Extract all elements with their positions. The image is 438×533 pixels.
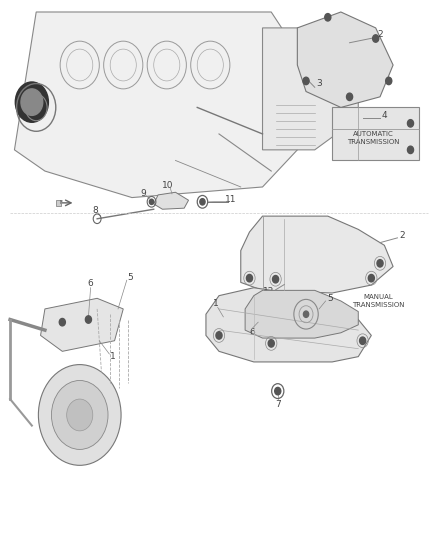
Polygon shape (14, 12, 306, 198)
Text: 10: 10 (162, 181, 173, 190)
Polygon shape (206, 288, 371, 362)
Circle shape (377, 260, 383, 267)
Circle shape (373, 35, 379, 42)
Text: F: F (60, 200, 63, 205)
Text: 1: 1 (213, 299, 219, 308)
Polygon shape (241, 216, 393, 293)
Circle shape (21, 89, 43, 115)
Text: 11: 11 (226, 195, 237, 204)
Circle shape (51, 381, 108, 449)
Circle shape (200, 199, 205, 205)
Text: 6: 6 (249, 328, 255, 337)
Circle shape (149, 199, 154, 205)
Circle shape (272, 276, 279, 283)
Circle shape (303, 77, 309, 85)
FancyBboxPatch shape (56, 200, 61, 206)
Text: 12: 12 (263, 287, 275, 296)
Circle shape (39, 365, 121, 465)
Circle shape (275, 387, 281, 395)
Polygon shape (41, 298, 123, 351)
Text: 5: 5 (127, 272, 133, 281)
Circle shape (304, 311, 309, 317)
Circle shape (67, 399, 93, 431)
Circle shape (247, 274, 253, 282)
Circle shape (407, 119, 413, 127)
Text: AUTOMATIC
TRANSMISSION: AUTOMATIC TRANSMISSION (347, 131, 400, 145)
Text: 5: 5 (328, 294, 333, 303)
Circle shape (360, 337, 366, 344)
Text: 7: 7 (276, 400, 281, 409)
Circle shape (346, 93, 353, 101)
Circle shape (59, 318, 65, 326)
Circle shape (386, 77, 392, 85)
Text: 1: 1 (110, 352, 115, 361)
Polygon shape (245, 290, 358, 338)
Text: 9: 9 (141, 189, 146, 198)
Polygon shape (332, 108, 419, 160)
Text: 2: 2 (377, 30, 383, 39)
Text: 6: 6 (88, 279, 93, 288)
Circle shape (325, 13, 331, 21)
Text: 8: 8 (92, 206, 98, 215)
Circle shape (15, 82, 48, 122)
Text: 2: 2 (399, 231, 405, 240)
Circle shape (216, 332, 222, 339)
Text: MANUAL
TRANSMISSION: MANUAL TRANSMISSION (352, 295, 404, 309)
Circle shape (268, 340, 274, 347)
Polygon shape (154, 192, 188, 209)
Circle shape (407, 146, 413, 154)
Circle shape (85, 316, 92, 323)
Circle shape (368, 274, 374, 282)
Text: 4: 4 (381, 111, 387, 120)
Polygon shape (262, 28, 358, 150)
Text: 3: 3 (316, 79, 322, 88)
Polygon shape (297, 12, 393, 108)
